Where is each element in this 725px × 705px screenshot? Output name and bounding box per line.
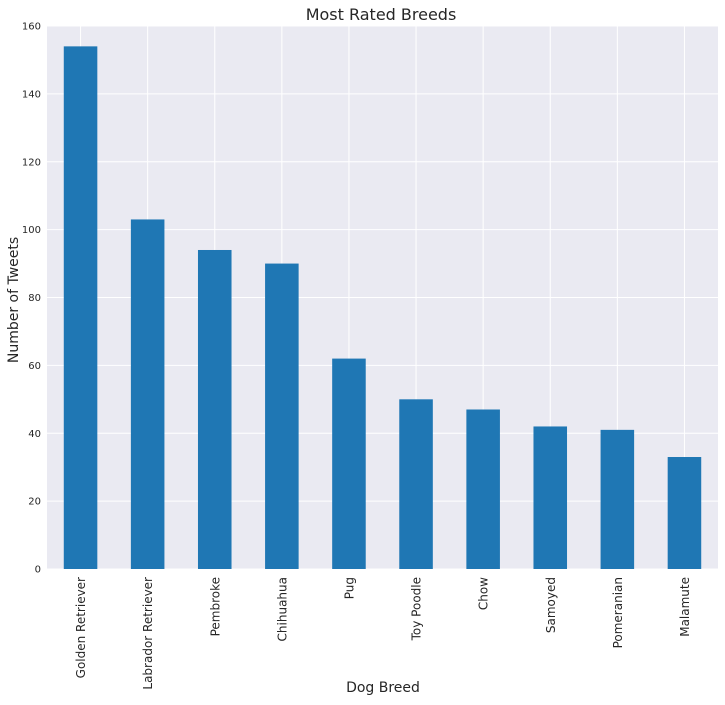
y-tick-label: 0 [35, 565, 41, 576]
bars [63, 46, 702, 570]
bar-golden-retriever [63, 46, 98, 570]
x-tick-label: Chihuahua [275, 577, 289, 641]
y-tick-label: 80 [28, 293, 41, 304]
bar-toy-poodle [399, 399, 433, 569]
x-tick-label: Golden Retriever [74, 577, 88, 678]
bar-pug [332, 358, 366, 569]
y-axis-label: Number of Tweets [6, 237, 22, 363]
x-tick-label: Labrador Retriever [141, 577, 155, 690]
y-tick-label: 100 [22, 225, 41, 236]
y-tick-label: 120 [22, 157, 41, 168]
y-tick-label: 140 [22, 89, 41, 100]
x-tick-label: Toy Poodle [410, 577, 424, 641]
bar-pembroke [197, 249, 232, 570]
x-tick-label: Pug [342, 577, 356, 599]
y-tick-label: 20 [28, 497, 41, 508]
x-tick-label: Malamute [678, 577, 692, 637]
bar-samoyed [533, 426, 568, 569]
y-tick-label: 40 [28, 429, 41, 440]
y-tick-label: 160 [22, 22, 41, 33]
bar-chihuahua [265, 263, 299, 569]
y-axis-ticks: 0 20 40 60 80 100 120 140 160 [22, 22, 41, 576]
bar-malamute [667, 457, 702, 569]
chart-title: Most Rated Breeds [306, 5, 457, 24]
x-tick-label: Pomeranian [611, 577, 625, 648]
y-tick-label: 60 [28, 361, 41, 372]
x-axis-label: Dog Breed [346, 680, 420, 696]
bar-labrador-retriever [130, 219, 165, 569]
x-tick-label: Samoyed [544, 577, 558, 633]
bar-chow [466, 409, 500, 569]
x-axis-ticks: Golden Retriever Labrador Retriever Pembro… [74, 577, 692, 690]
bar-pomeranian [600, 429, 635, 569]
x-tick-label: Pembroke [208, 577, 222, 636]
x-tick-label: Chow [477, 577, 491, 610]
